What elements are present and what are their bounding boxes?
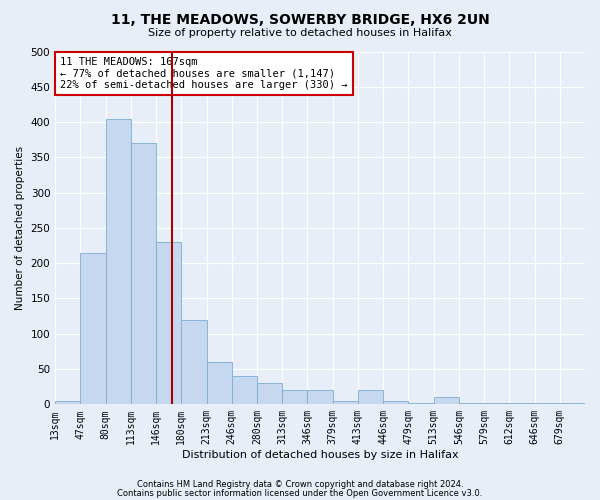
- Bar: [459, 403, 484, 404]
- X-axis label: Distribution of detached houses by size in Halifax: Distribution of detached houses by size …: [182, 450, 458, 460]
- Bar: [484, 403, 509, 404]
- Bar: [332, 401, 358, 404]
- Bar: [106, 118, 131, 405]
- Y-axis label: Number of detached properties: Number of detached properties: [15, 146, 25, 310]
- Text: 11, THE MEADOWS, SOWERBY BRIDGE, HX6 2UN: 11, THE MEADOWS, SOWERBY BRIDGE, HX6 2UN: [110, 12, 490, 26]
- Bar: [156, 242, 181, 404]
- Bar: [434, 398, 459, 404]
- Text: Size of property relative to detached houses in Halifax: Size of property relative to detached ho…: [148, 28, 452, 38]
- Bar: [232, 376, 257, 404]
- Bar: [409, 403, 434, 404]
- Bar: [206, 362, 232, 405]
- Bar: [181, 320, 206, 404]
- Bar: [560, 403, 585, 404]
- Text: Contains public sector information licensed under the Open Government Licence v3: Contains public sector information licen…: [118, 488, 482, 498]
- Bar: [282, 390, 307, 404]
- Text: Contains HM Land Registry data © Crown copyright and database right 2024.: Contains HM Land Registry data © Crown c…: [137, 480, 463, 489]
- Bar: [257, 383, 282, 404]
- Bar: [509, 403, 535, 404]
- Text: 11 THE MEADOWS: 167sqm
← 77% of detached houses are smaller (1,147)
22% of semi-: 11 THE MEADOWS: 167sqm ← 77% of detached…: [61, 57, 348, 90]
- Bar: [358, 390, 383, 404]
- Bar: [131, 143, 156, 405]
- Bar: [383, 401, 409, 404]
- Bar: [80, 252, 106, 404]
- Bar: [535, 403, 560, 404]
- Bar: [55, 401, 80, 404]
- Bar: [307, 390, 332, 404]
